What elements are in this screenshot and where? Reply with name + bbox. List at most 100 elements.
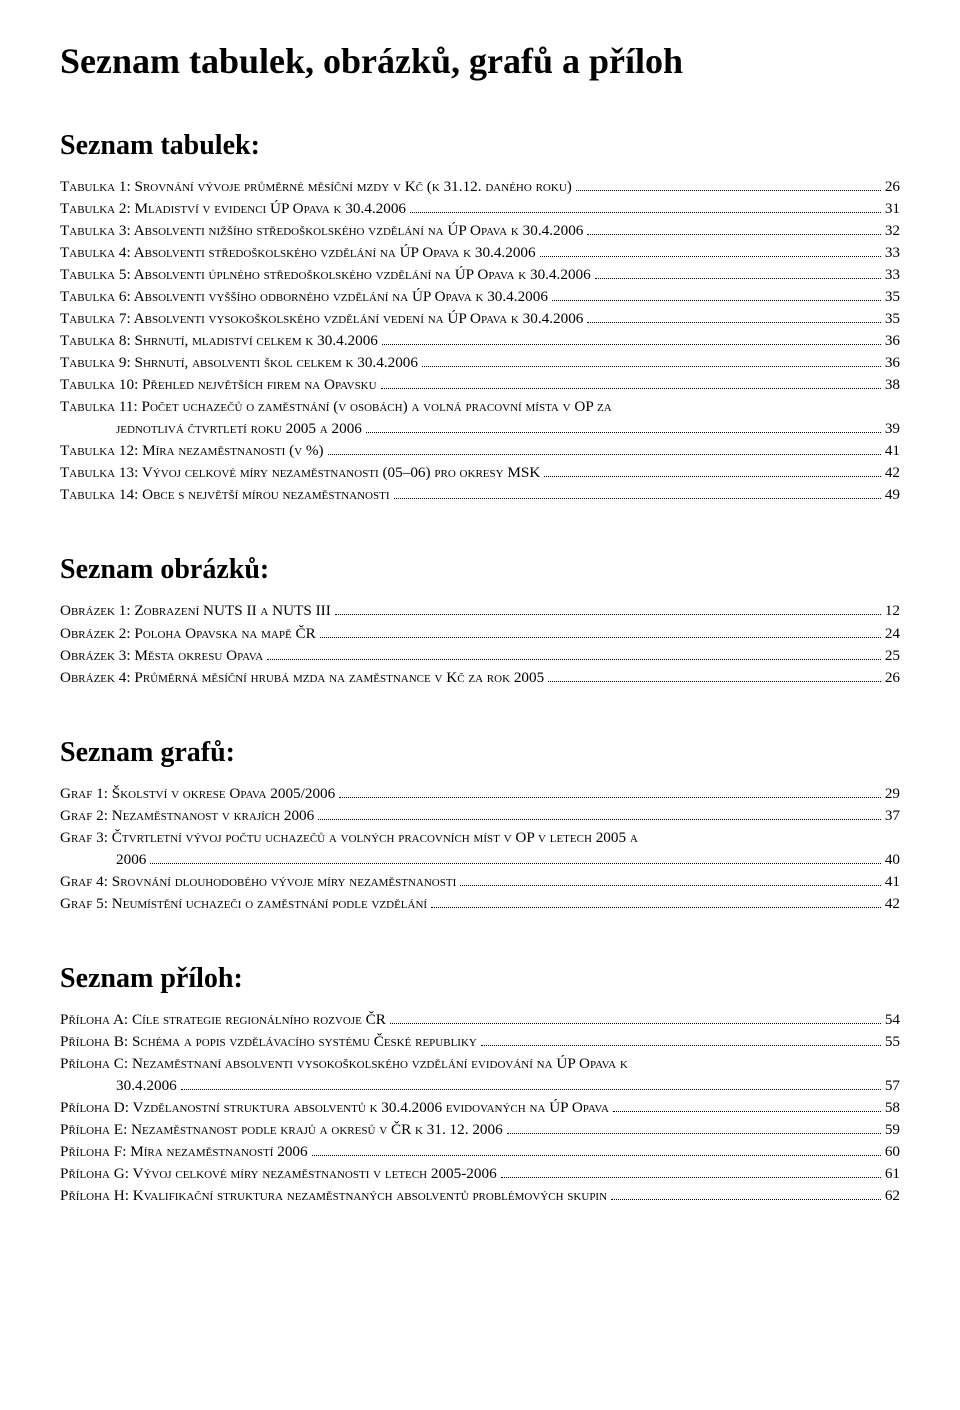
toc-page: 33 — [885, 264, 900, 286]
toc-label: Tabulka 10: Přehled největších firem na … — [60, 374, 377, 396]
toc-entry: Příloha D: Vzdělanostní struktura absolv… — [60, 1097, 900, 1119]
toc-entry: Obrázek 3: Města okresu Opava 25 — [60, 645, 900, 667]
toc-page: 24 — [885, 623, 900, 645]
toc-entry: Graf 2: Nezaměstnanost v krajích 2006 37 — [60, 805, 900, 827]
toc-page: 39 — [885, 418, 900, 440]
toc-page: 36 — [885, 352, 900, 374]
toc-entry: Tabulka 7: Absolventi vysokoškolského vz… — [60, 308, 900, 330]
toc-page: 57 — [885, 1075, 900, 1097]
toc-leader-dots — [410, 212, 881, 213]
toc-label: Tabulka 2: Mladiství v evidenci ÚP Opava… — [60, 198, 406, 220]
toc-entry: Graf 1: Školství v okrese Opava 2005/200… — [60, 783, 900, 805]
toc-entry: Příloha C: Nezaměstnaní absolventi vysok… — [60, 1053, 900, 1075]
toc-leader-dots — [481, 1045, 881, 1046]
toc-label: 2006 — [60, 849, 146, 871]
toc-entry: Příloha B: Schéma a popis vzdělávacího s… — [60, 1031, 900, 1053]
toc-label: Příloha A: Cíle strategie regionálního r… — [60, 1009, 386, 1031]
toc-entry: Tabulka 1: Srovnání vývoje průměrné měsí… — [60, 176, 900, 198]
toc-label: 30.4.2006 — [60, 1075, 177, 1097]
toc-leader-dots — [382, 344, 881, 345]
toc-leader-dots — [267, 659, 881, 660]
page-title: Seznam tabulek, obrázků, grafů a příloh — [60, 40, 900, 82]
toc-entry: Tabulka 8: Shrnutí, mladiství celkem k 3… — [60, 330, 900, 352]
toc-leader-dots — [540, 256, 881, 257]
toc-page: 35 — [885, 308, 900, 330]
toc-page: 38 — [885, 374, 900, 396]
toc-page: 41 — [885, 871, 900, 893]
toc-label: Tabulka 8: Shrnutí, mladiství celkem k 3… — [60, 330, 378, 352]
toc-page: 60 — [885, 1141, 900, 1163]
toc-label: Příloha C: Nezaměstnaní absolventi vysok… — [60, 1053, 628, 1075]
toc-page: 31 — [885, 198, 900, 220]
toc-leader-dots — [312, 1155, 881, 1156]
toc-entry: Tabulka 4: Absolventi středoškolského vz… — [60, 242, 900, 264]
toc-page: 37 — [885, 805, 900, 827]
toc-leader-dots — [422, 366, 881, 367]
toc-label: Graf 5: Neumístění uchazeči o zaměstnání… — [60, 893, 427, 915]
toc-label: Tabulka 4: Absolventi středoškolského vz… — [60, 242, 536, 264]
toc-entry: Příloha A: Cíle strategie regionálního r… — [60, 1009, 900, 1031]
toc-leader-dots — [381, 388, 881, 389]
toc-entry: Příloha G: Vývoj celkové míry nezaměstna… — [60, 1163, 900, 1185]
toc-page: 41 — [885, 440, 900, 462]
toc-label: Tabulka 13: Vývoj celkové míry nezaměstn… — [60, 462, 540, 484]
toc-leader-dots — [548, 681, 881, 682]
toc-leader-dots — [394, 498, 881, 499]
toc-page: 59 — [885, 1119, 900, 1141]
toc-label: Tabulka 7: Absolventi vysokoškolského vz… — [60, 308, 583, 330]
toc-entry: Graf 3: Čtvrtletní vývoj počtu uchazečů … — [60, 827, 900, 849]
toc-entry: Obrázek 1: Zobrazení NUTS II a NUTS III … — [60, 600, 900, 622]
toc-leader-dots — [320, 637, 881, 638]
section-heading: Seznam příloh: — [60, 963, 900, 995]
toc-label: Obrázek 2: Poloha Opavska na mapě ČR — [60, 623, 316, 645]
toc-page: 40 — [885, 849, 900, 871]
toc-leader-dots — [501, 1177, 881, 1178]
toc-leader-dots — [328, 454, 881, 455]
toc-leader-dots — [544, 476, 881, 477]
toc-leader-dots — [335, 614, 881, 615]
toc-label: Obrázek 4: Průměrná měsíční hrubá mzda n… — [60, 667, 544, 689]
toc-entry: Tabulka 10: Přehled největších firem na … — [60, 374, 900, 396]
toc-entry: Příloha H: Kvalifikační struktura nezamě… — [60, 1185, 900, 1207]
toc-page: 55 — [885, 1031, 900, 1053]
toc-entry-cont: 30.4.2006 57 — [60, 1075, 900, 1097]
toc-entry-cont: 2006 40 — [60, 849, 900, 871]
toc-page: 29 — [885, 783, 900, 805]
toc-label: Tabulka 6: Absolventi vyššího odborného … — [60, 286, 548, 308]
toc-label: Tabulka 5: Absolventi úplného středoškol… — [60, 264, 591, 286]
toc-label: Graf 2: Nezaměstnanost v krajích 2006 — [60, 805, 314, 827]
toc-entry: Graf 5: Neumístění uchazeči o zaměstnání… — [60, 893, 900, 915]
toc-leader-dots — [587, 322, 880, 323]
toc-leader-dots — [595, 278, 881, 279]
toc-page: 33 — [885, 242, 900, 264]
toc-label: Tabulka 12: Míra nezaměstnanosti (v %) — [60, 440, 324, 462]
toc-page: 42 — [885, 893, 900, 915]
toc-page: 49 — [885, 484, 900, 506]
toc-label: Obrázek 1: Zobrazení NUTS II a NUTS III — [60, 600, 331, 622]
toc-entry: Tabulka 5: Absolventi úplného středoškol… — [60, 264, 900, 286]
toc-label: Tabulka 9: Shrnutí, absolventi škol celk… — [60, 352, 418, 374]
toc-entry: Tabulka 2: Mladiství v evidenci ÚP Opava… — [60, 198, 900, 220]
toc-label: Příloha G: Vývoj celkové míry nezaměstna… — [60, 1163, 497, 1185]
toc-page: 58 — [885, 1097, 900, 1119]
toc-entry: Obrázek 4: Průměrná měsíční hrubá mzda n… — [60, 667, 900, 689]
section-heading: Seznam obrázků: — [60, 554, 900, 586]
toc-leader-dots — [318, 819, 881, 820]
toc-label: Obrázek 3: Města okresu Opava — [60, 645, 263, 667]
toc-page: 62 — [885, 1185, 900, 1207]
toc-entry: Tabulka 9: Shrnutí, absolventi škol celk… — [60, 352, 900, 374]
toc-leader-dots — [613, 1111, 881, 1112]
toc-entry: Tabulka 11: Počet uchazečů o zaměstnání … — [60, 396, 900, 418]
toc-page: 54 — [885, 1009, 900, 1031]
toc-leader-dots — [150, 863, 880, 864]
toc-label: Tabulka 1: Srovnání vývoje průměrné měsí… — [60, 176, 572, 198]
toc-label: Příloha B: Schéma a popis vzdělávacího s… — [60, 1031, 477, 1053]
toc-leader-dots — [587, 234, 880, 235]
toc-entry: Tabulka 14: Obce s největší mírou nezamě… — [60, 484, 900, 506]
toc-page: 36 — [885, 330, 900, 352]
toc-page: 42 — [885, 462, 900, 484]
toc-label: Graf 4: Srovnání dlouhodobého vývoje mír… — [60, 871, 456, 893]
toc-entry: Tabulka 3: Absolventi nižšího středoškol… — [60, 220, 900, 242]
section-heading: Seznam tabulek: — [60, 130, 900, 162]
toc-page: 12 — [885, 600, 900, 622]
